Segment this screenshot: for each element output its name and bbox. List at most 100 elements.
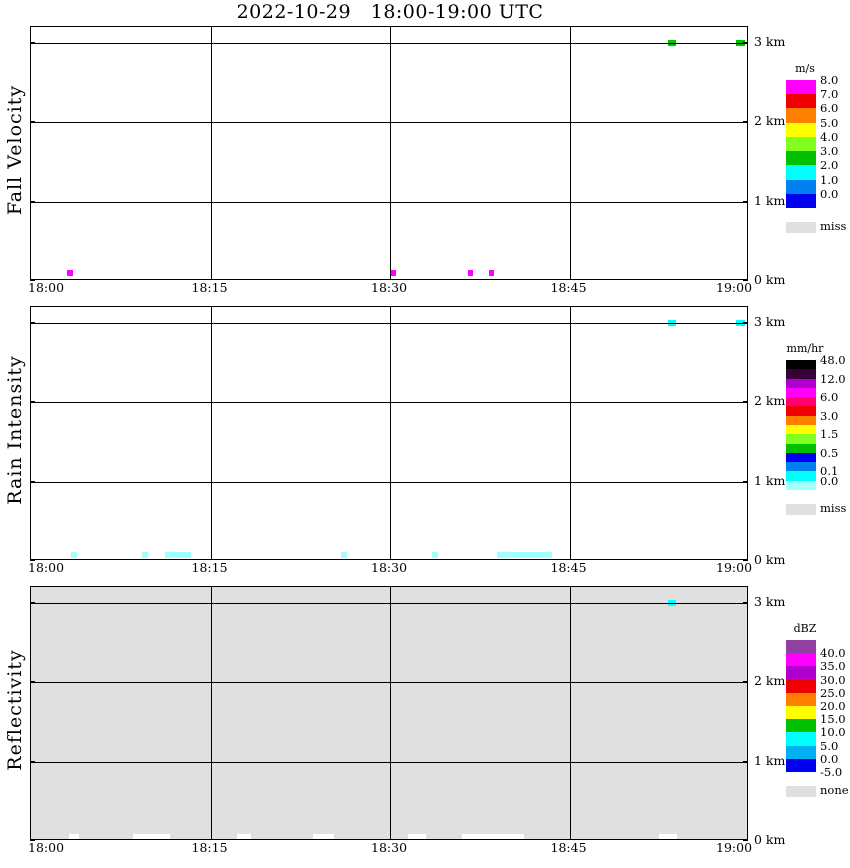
panel-fall-velocity	[30, 26, 748, 280]
colorbar-tick-label: 25.0	[820, 685, 846, 700]
colorbar-tick-label: 10.0	[820, 725, 846, 740]
panel-plot-area[interactable]	[30, 26, 748, 280]
gridline-horizontal	[31, 682, 747, 683]
colorbar-tick-label: 0.5	[820, 445, 839, 460]
gridline-horizontal	[31, 762, 747, 763]
colorbar-tick-label: 48.0	[820, 353, 846, 367]
y-axis-tick-label: 0 km	[754, 272, 786, 287]
y-axis-tick	[30, 760, 35, 762]
gridline-horizontal	[31, 482, 747, 483]
colorbar-swatch	[786, 179, 816, 194]
y-axis-tick-label: 2 km	[754, 393, 786, 409]
data-cell	[236, 834, 252, 839]
colorbar-swatch	[786, 424, 816, 435]
y-axis-tick-label: 3 km	[754, 33, 786, 49]
y-axis-tick	[743, 280, 748, 281]
colorbar-swatch	[786, 122, 816, 137]
colorbar-swatch	[786, 434, 816, 444]
y-axis-tick	[743, 41, 748, 43]
data-cell	[69, 834, 79, 839]
gridline-vertical	[211, 27, 212, 279]
data-cell	[407, 834, 426, 839]
y-axis-tick	[30, 321, 35, 323]
y-axis-tick	[743, 601, 748, 603]
colorbar-tick-label: 0.0	[820, 473, 839, 488]
x-axis-tick-label: 19:00	[716, 280, 753, 295]
colorbar-tick-label: 8.0	[820, 73, 839, 87]
y-axis-tick	[743, 560, 748, 561]
gridline-vertical	[390, 587, 391, 839]
colorbar-swatch	[786, 80, 816, 95]
y-axis-tick	[30, 480, 35, 482]
colorbar-tick-label: 6.0	[820, 101, 839, 116]
y-axis-tick	[30, 560, 35, 561]
y-axis-tick-label: 2 km	[754, 673, 786, 689]
panel-plot-area[interactable]	[30, 586, 748, 840]
colorbar-tick-label: 2.0	[820, 158, 839, 173]
data-cell	[667, 319, 676, 326]
data-cell	[390, 270, 396, 277]
colorbar-swatch	[786, 719, 816, 733]
panel-title-reflectivity: Reflectivity	[4, 649, 26, 771]
colorbar-missing-swatch	[786, 504, 816, 515]
data-cell	[467, 270, 473, 277]
colorbar-unit-label: m/s	[795, 62, 815, 75]
gridline-vertical	[211, 307, 212, 559]
colorbar-swatch	[786, 136, 816, 152]
colorbar-swatch	[786, 108, 816, 123]
colorbar-swatch	[786, 705, 816, 720]
y-axis-tick-label: 3 km	[754, 313, 786, 329]
colorbar-swatches	[786, 360, 816, 490]
x-axis-tick-label: 18:15	[191, 280, 228, 295]
colorbar-tick-label: 0.1	[820, 464, 839, 479]
colorbar-tick-label: 3.0	[820, 408, 839, 423]
y-axis-tick-label: 1 km	[754, 192, 786, 208]
colorbar-missing-label: miss	[820, 219, 847, 233]
x-axis-tick-label: 18:45	[550, 280, 587, 295]
colorbar-tick-labels: 40.0 35.0 30.0 25.0 20.0 15.0 10.0 5.0 0.0 -5.0	[820, 640, 850, 778]
colorbar-tick-label: 30.0	[820, 672, 846, 687]
data-cell	[667, 599, 676, 606]
y-axis-tick	[743, 480, 748, 482]
gridline-horizontal	[31, 323, 747, 324]
x-axis-tick-label: 19:00	[716, 560, 753, 575]
colorbar-tick-label: 15.0	[820, 712, 846, 727]
data-cell	[659, 834, 678, 839]
y-axis-tick-label: 1 km	[754, 472, 786, 488]
y-axis-tick-label: 0 km	[754, 832, 786, 847]
panel-title-rain-intensity: Rain Intensity	[4, 355, 26, 505]
colorbar-swatch	[786, 462, 816, 472]
gridline-vertical	[390, 307, 391, 559]
colorbar-swatch	[786, 640, 816, 654]
y-axis-tick	[30, 401, 35, 403]
colorbar-tick-label: 6.0	[820, 390, 839, 405]
x-axis-tick-label: 18:00	[28, 560, 65, 575]
colorbar-tick-label: 35.0	[820, 659, 846, 674]
colorbar-swatch	[786, 480, 816, 490]
data-cell	[142, 552, 149, 559]
colorbar-swatch	[786, 415, 816, 425]
colorbar-tick-label: 3.0	[820, 144, 839, 159]
gridline-vertical	[570, 307, 571, 559]
data-cell	[431, 552, 438, 559]
y-axis-tick-label: 0 km	[754, 552, 786, 567]
colorbar-tick-label: 0.0	[820, 186, 839, 201]
panel-title-fall-velocity: Fall Velocity	[4, 84, 26, 216]
colorbar-swatch	[786, 406, 816, 416]
y-axis-tick-label: 1 km	[754, 752, 786, 768]
panel-reflectivity	[30, 586, 748, 840]
colorbar-missing-swatch	[786, 222, 816, 233]
colorbar-tick-labels: 48.0 12.0 6.0 3.0 1.5 0.5 0.1 0.0	[820, 354, 850, 490]
panel-rain-intensity	[30, 306, 748, 560]
colorbar-tick-label: 4.0	[820, 129, 839, 144]
y-axis-tick	[30, 840, 35, 841]
colorbar-swatch	[786, 151, 816, 166]
y-axis-tick	[743, 760, 748, 762]
panel-plot-area[interactable]	[30, 306, 748, 560]
gridline-horizontal	[31, 202, 747, 203]
colorbar-missing-swatch	[786, 786, 816, 797]
colorbar-swatches	[786, 640, 816, 772]
colorbar-unit-label: mm/hr	[786, 342, 824, 355]
data-cell	[132, 834, 170, 839]
gridline-horizontal	[31, 402, 747, 403]
